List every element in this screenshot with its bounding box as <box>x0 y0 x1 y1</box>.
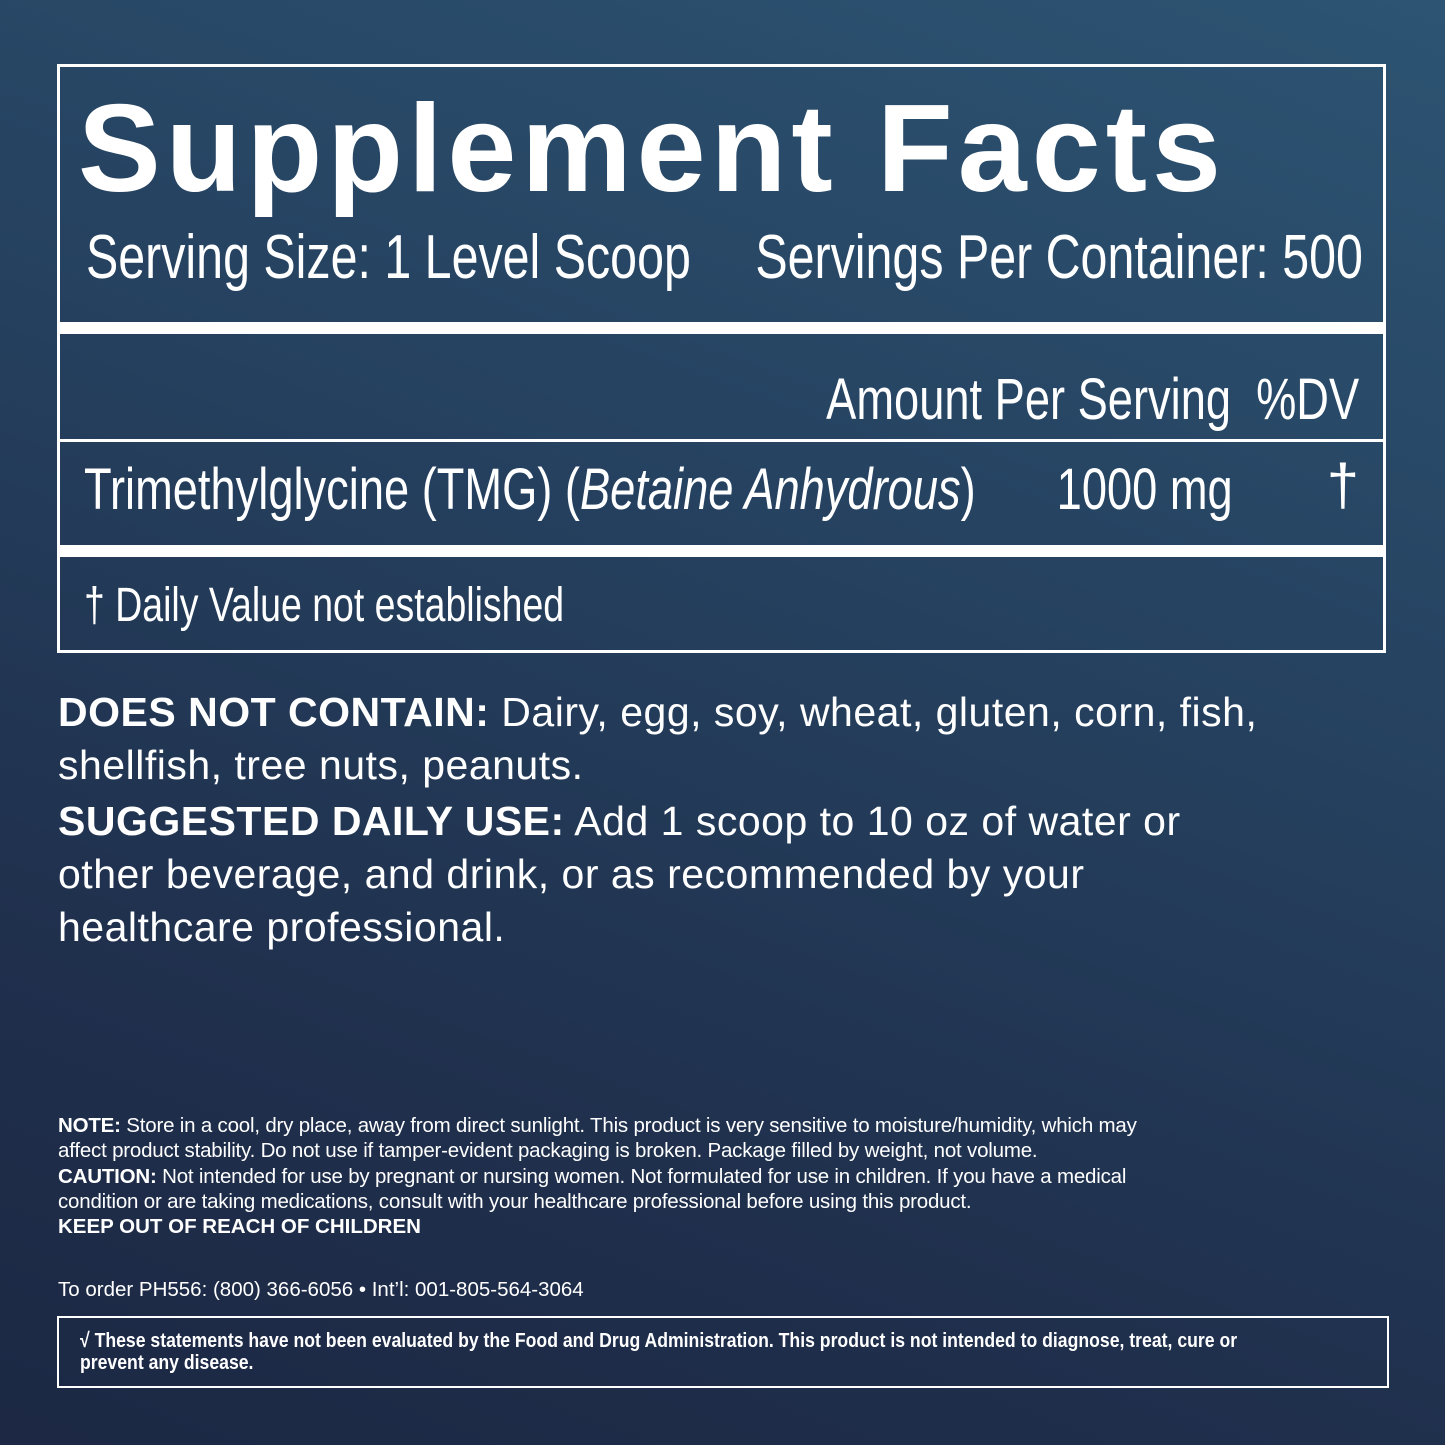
fda-disclaimer: √ These statements have not been evaluat… <box>80 1329 1238 1374</box>
panel-title: Supplement Facts <box>78 80 1226 218</box>
ingredient-amount: 1000 mg <box>1056 457 1233 522</box>
supplement-facts-panel <box>57 64 1386 653</box>
fda-disclaimer-box <box>57 1316 1389 1388</box>
divider <box>57 439 1386 442</box>
caution: CAUTION: Not intended for use by pregnan… <box>58 1165 1127 1213</box>
thick-divider <box>57 322 1386 334</box>
note: NOTE: Store in a cool, dry place, away f… <box>58 1114 1137 1162</box>
ingredient-name: Trimethylglycine (TMG) (Betaine Anhydrou… <box>84 457 976 522</box>
thick-divider <box>57 545 1386 557</box>
ingredient-dv: † <box>1326 453 1359 518</box>
order-info: To order PH556: (800) 366-6056 • Int’l: … <box>58 1278 584 1301</box>
suggested-daily-use: SUGGESTED DAILY USE: Add 1 scoop to 10 o… <box>58 798 1181 950</box>
keep-out-warning: KEEP OUT OF REACH OF CHILDREN <box>58 1215 421 1238</box>
amount-per-serving-header: Amount Per Serving <box>826 367 1231 432</box>
footnote: † Daily Value not established <box>84 579 565 632</box>
dv-header: %DV <box>1255 367 1359 432</box>
does-not-contain: DOES NOT CONTAIN: Dairy, egg, soy, wheat… <box>58 689 1258 788</box>
servings-per-container: Servings Per Container: 500 <box>755 223 1363 292</box>
serving-size: Serving Size: 1 Level Scoop <box>86 223 691 292</box>
